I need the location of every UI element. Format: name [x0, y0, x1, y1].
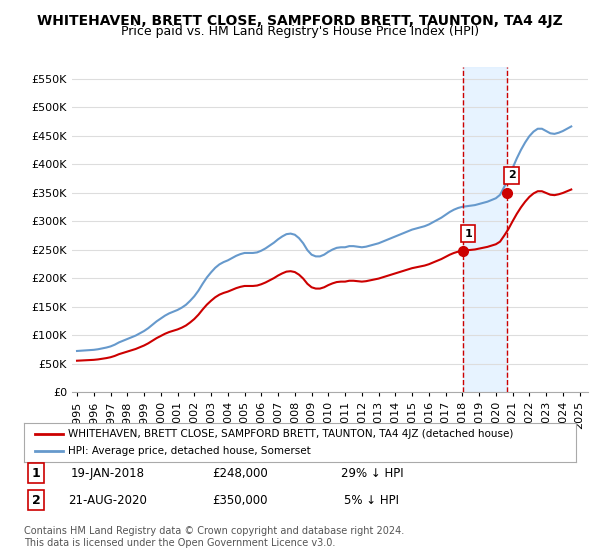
Text: WHITEHAVEN, BRETT CLOSE, SAMPFORD BRETT, TAUNTON, TA4 4JZ: WHITEHAVEN, BRETT CLOSE, SAMPFORD BRETT,… [37, 14, 563, 28]
Text: £248,000: £248,000 [212, 466, 268, 480]
Text: 19-JAN-2018: 19-JAN-2018 [71, 466, 145, 480]
Text: WHITEHAVEN, BRETT CLOSE, SAMPFORD BRETT, TAUNTON, TA4 4JZ (detached house): WHITEHAVEN, BRETT CLOSE, SAMPFORD BRETT,… [68, 429, 514, 439]
Text: £350,000: £350,000 [212, 493, 268, 507]
Text: 2: 2 [32, 493, 40, 507]
Text: 2: 2 [508, 170, 515, 180]
Text: Contains HM Land Registry data © Crown copyright and database right 2024.
This d: Contains HM Land Registry data © Crown c… [24, 526, 404, 548]
Text: 1: 1 [32, 466, 40, 480]
Text: 5% ↓ HPI: 5% ↓ HPI [344, 493, 400, 507]
Text: 29% ↓ HPI: 29% ↓ HPI [341, 466, 403, 480]
Text: Price paid vs. HM Land Registry's House Price Index (HPI): Price paid vs. HM Land Registry's House … [121, 25, 479, 38]
Bar [463, 67, 506, 392]
Text: 1: 1 [464, 228, 472, 239]
Text: HPI: Average price, detached house, Somerset: HPI: Average price, detached house, Some… [68, 446, 311, 456]
Text: 21-AUG-2020: 21-AUG-2020 [68, 493, 148, 507]
